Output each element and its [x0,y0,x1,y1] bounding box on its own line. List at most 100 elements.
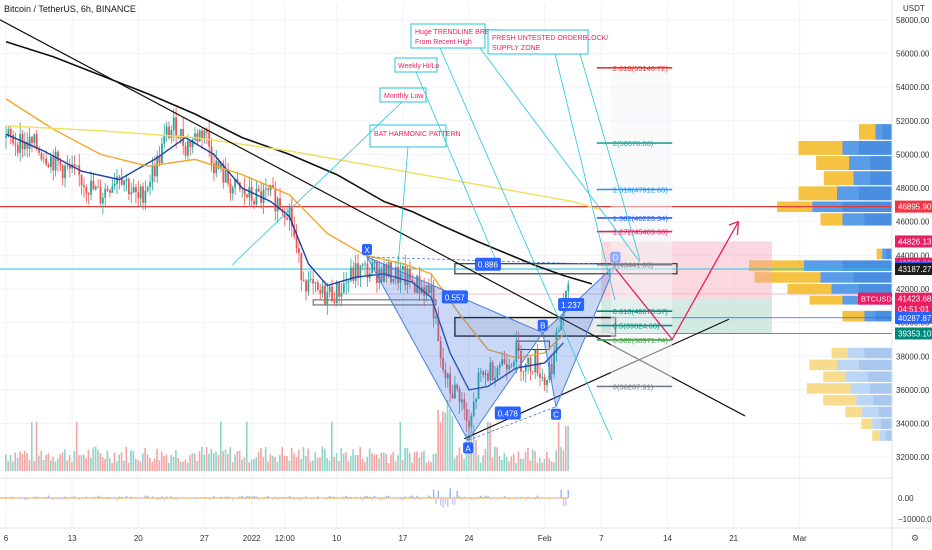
harmonic-ratio-box [558,297,585,311]
currency-label: USDT [903,4,925,13]
volume-bar [262,456,265,471]
volume-bar [146,454,149,471]
candle-body [12,134,14,144]
candle-body [324,285,326,305]
oscillator-bar [449,488,451,498]
volume-bar [404,447,406,471]
volume-bar [45,454,47,471]
oscillator-bar [324,498,326,500]
oscillator-bar [177,498,180,500]
candle-body [80,174,83,186]
volume-profile-bar [859,359,892,371]
candle-body [125,179,128,181]
volume-bar [392,451,395,471]
price-badge [895,200,932,213]
candle-body [83,185,85,187]
candle-body [168,126,170,138]
candle-body [316,282,319,290]
oscillator-bar [525,498,527,501]
volume-profile-bar [859,124,876,140]
volume-bar [498,456,501,471]
oscillator-bar [354,496,357,498]
volume-bar [288,460,291,471]
oscillator-bar [437,490,440,498]
volume-bar [38,455,40,471]
oscillator-bar [142,498,144,499]
candle-body [449,373,452,394]
volume-bar [49,460,52,471]
symbol-badge [858,292,892,305]
oscillator-bar [28,498,31,499]
candle-body [406,269,409,285]
candle-body [453,384,456,399]
volume-bar [151,461,154,471]
candle-body [106,188,109,191]
candle-body [295,235,298,249]
candle-body [75,165,78,167]
oscillator-bar [352,498,354,499]
volume-bar [111,462,113,471]
annotation-text: SUPPLY ZONE [492,45,541,52]
candle-body [203,130,206,139]
volume-profile-bar [881,418,892,430]
volume-bar [231,462,234,471]
oscillator-bar [288,496,291,498]
oscillator-bar [362,498,364,501]
oscillator-bar [62,498,64,500]
price-tick-label: 32000.00 [896,453,930,462]
oscillator-bar [430,496,432,498]
candle-body [253,200,255,205]
price-tick-label: 46000.00 [896,218,930,227]
candle-body [463,399,466,409]
volume-bar [560,447,562,471]
candle-body [217,160,220,169]
volume-bar [71,462,73,471]
oscillator-bar [451,498,454,505]
oscillator-bar [317,496,319,498]
candle-body [364,263,366,265]
harmonic-ac-line [467,406,557,441]
oscillator-bar [503,496,506,498]
volume-bar [411,462,413,471]
oscillator-bar [90,498,92,499]
oscillator-bar [499,498,501,500]
price-tick-label: 54000.00 [896,83,930,92]
volume-bar [279,454,281,471]
volume-bar [496,447,498,471]
oscillator-bar [371,498,373,501]
volume-bar [321,446,324,471]
volume-bar [59,454,61,471]
oscillator-bar [418,498,421,500]
volume-bar [437,409,439,471]
candle-body [234,178,237,188]
oscillator-bar [274,496,277,498]
volume-bar [328,460,331,471]
candle-body [132,186,135,193]
candle-body [543,377,546,386]
candle-body [352,267,355,281]
candle-body [366,263,369,278]
volume-bar [123,460,125,471]
volume-bar [555,450,558,471]
volume-bar [366,456,369,471]
candle-body [350,267,352,281]
projection-path [615,221,739,341]
oscillator-bar [10,497,12,498]
candle-body [338,281,341,297]
price-badge-label: 44826.13 [898,237,932,246]
volume-bar [139,461,142,471]
oscillator-bar [258,498,260,500]
volume-bar [179,461,182,471]
candle-body [498,365,501,368]
volume-profile-bar [864,310,876,322]
candle-body [161,143,163,164]
oscillator-bar [409,496,411,498]
harmonic-ratio-box [474,257,501,271]
fib-level-label: 2.618(55146.72) [613,64,669,73]
time-tick-label: Feb [538,534,552,543]
candle-body [342,283,345,293]
volume-bar [380,452,383,471]
volume-bar [191,453,194,471]
candle-body [52,156,55,171]
